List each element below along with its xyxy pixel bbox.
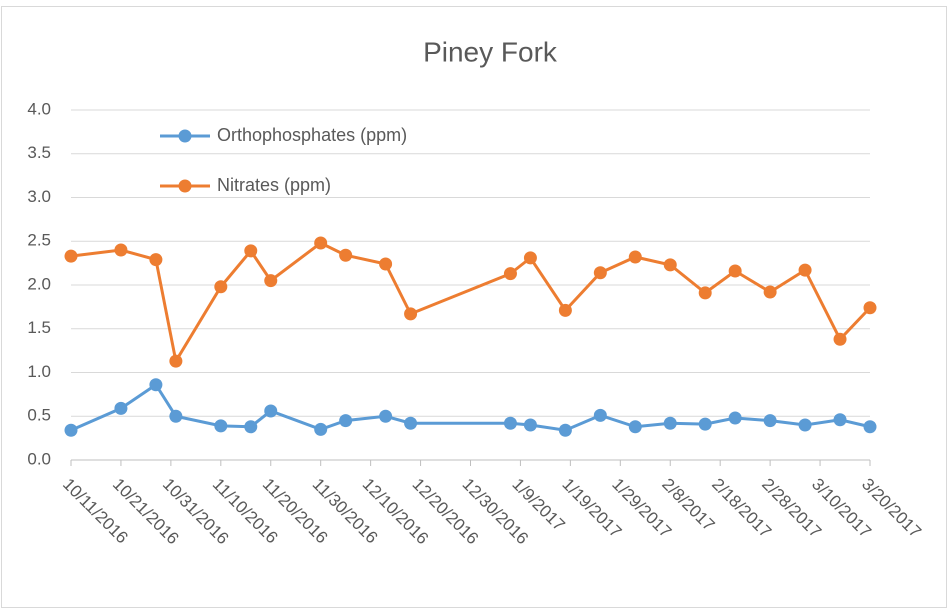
data-point	[558, 423, 572, 437]
data-point	[339, 248, 353, 262]
y-tick-label: 3.0	[27, 187, 51, 206]
data-point	[149, 253, 163, 267]
legend-marker	[178, 129, 192, 143]
data-point	[833, 332, 847, 346]
data-point	[214, 419, 228, 433]
data-point	[264, 274, 278, 288]
data-point	[863, 301, 877, 315]
data-point	[169, 354, 183, 368]
data-point	[264, 404, 278, 418]
data-point	[628, 250, 642, 264]
legend-label: Nitrates (ppm)	[217, 175, 331, 195]
y-tick-label: 3.5	[27, 143, 51, 162]
data-point	[379, 409, 393, 423]
data-point	[244, 420, 258, 434]
data-point	[169, 409, 183, 423]
legend-label: Orthophosphates (ppm)	[217, 125, 407, 145]
data-point	[379, 257, 393, 271]
data-point	[114, 243, 128, 257]
data-point	[798, 263, 812, 277]
y-tick-label: 2.5	[27, 231, 51, 250]
data-point	[314, 422, 328, 436]
data-point	[663, 258, 677, 272]
legend-marker	[178, 179, 192, 193]
data-point	[503, 267, 517, 281]
data-point	[698, 286, 712, 300]
y-tick-label: 0.5	[27, 406, 51, 425]
data-point	[503, 416, 517, 430]
data-point	[728, 411, 742, 425]
data-point	[663, 416, 677, 430]
data-point	[214, 280, 228, 294]
y-tick-label: 0.0	[27, 449, 51, 468]
y-tick-label: 1.0	[27, 362, 51, 381]
y-tick-label: 1.5	[27, 318, 51, 337]
data-point	[593, 408, 607, 422]
data-point	[763, 414, 777, 428]
data-point	[628, 420, 642, 434]
data-point	[404, 416, 418, 430]
data-point	[64, 249, 78, 263]
data-point	[339, 414, 353, 428]
data-point	[558, 303, 572, 317]
chart-title: Piney Fork	[423, 36, 558, 67]
chart-frame	[1, 6, 947, 608]
data-point	[114, 401, 128, 415]
data-point	[523, 251, 537, 265]
data-point	[149, 378, 163, 392]
y-tick-label: 2.0	[27, 274, 51, 293]
data-point	[728, 264, 742, 278]
data-point	[244, 244, 258, 258]
data-point	[593, 266, 607, 280]
data-point	[833, 413, 847, 427]
y-tick-label: 4.0	[27, 99, 51, 118]
data-point	[314, 236, 328, 250]
data-point	[404, 307, 418, 321]
data-point	[523, 418, 537, 432]
data-point	[863, 420, 877, 434]
data-point	[64, 423, 78, 437]
data-point	[798, 418, 812, 432]
data-point	[763, 285, 777, 299]
data-point	[698, 417, 712, 431]
